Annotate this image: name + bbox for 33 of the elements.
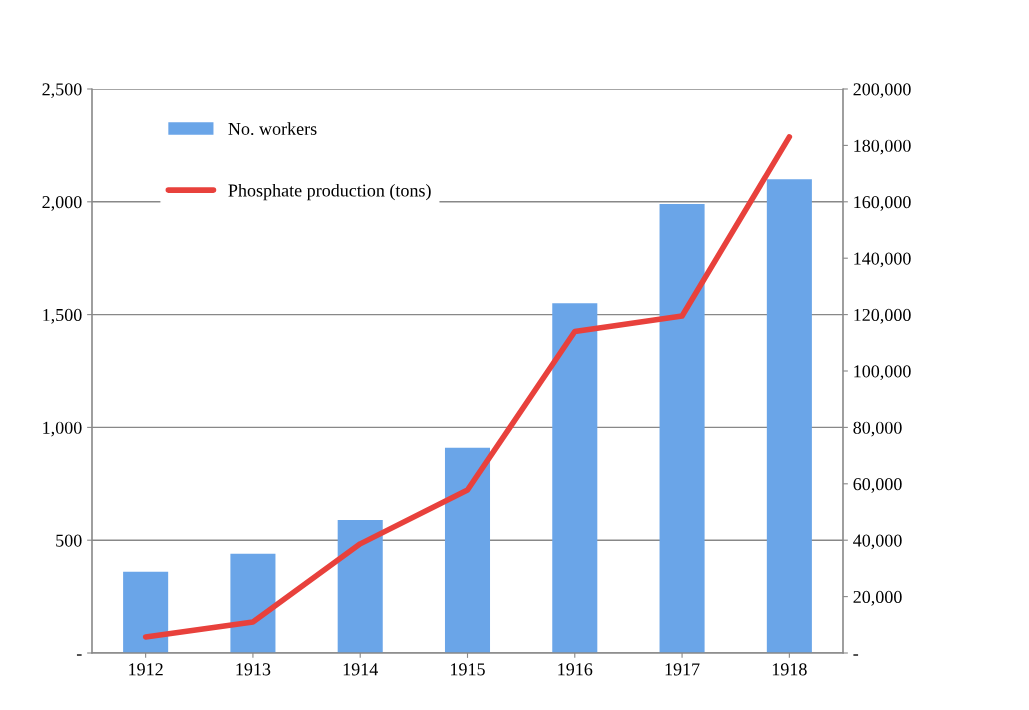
x-tick-label: 1914 (343, 663, 378, 676)
legend-label: Phosphate production (tons) (228, 183, 431, 201)
y2-tick-label: 160,000 (854, 196, 911, 211)
y2-tick-label: 120,000 (854, 308, 911, 324)
x-tick-label: 1913 (236, 663, 271, 676)
x-tick-label: 1916 (558, 663, 593, 676)
bar (766, 179, 812, 653)
bar (123, 571, 169, 653)
y2-tick-label: 200,000 (853, 83, 911, 99)
y2-tick-label: 180,000 (854, 139, 911, 155)
y2-tick-label: 100,000 (854, 365, 911, 381)
x-tick-label: 1918 (772, 663, 807, 676)
y2-tick-label: - (853, 654, 859, 656)
y2-tick-label: 40,000 (853, 534, 902, 550)
y-tick-label: 500 (56, 534, 82, 547)
y-tick-label: - (76, 654, 82, 656)
bar (659, 204, 705, 653)
y2-tick-label: 140,000 (854, 252, 911, 268)
x-tick-label: 1912 (129, 663, 163, 676)
bar (230, 553, 276, 653)
x-tick-label: 1917 (665, 663, 700, 676)
legend-label: No. workers (228, 122, 317, 136)
x-tick-label: 1915 (451, 663, 485, 676)
bar (552, 303, 598, 653)
y2-tick-label: 80,000 (853, 421, 902, 437)
y2-tick-label: 20,000 (853, 590, 902, 606)
bar (337, 519, 383, 653)
y-tick-label: 1,000 (43, 421, 82, 437)
y-tick-label: 1,500 (43, 308, 82, 324)
y-tick-label: 2,000 (42, 196, 82, 211)
y-tick-label: 2,500 (42, 83, 82, 99)
y2-tick-label: 60,000 (853, 478, 902, 493)
bar (444, 447, 491, 653)
